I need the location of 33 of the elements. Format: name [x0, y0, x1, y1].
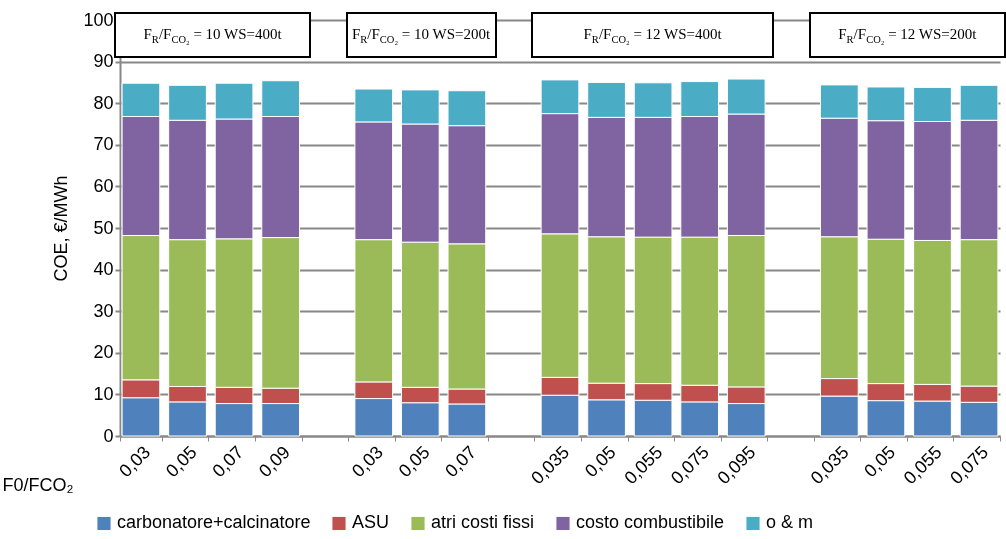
annotation: F$_{R}$/F$_{CO₂}$ = 10 WS=400t	[143, 25, 282, 45]
text-box: F$_{R}$/F$_{CO₂}$ = 12 WS=400t	[530, 12, 775, 58]
x-tick-label: 0,05	[580, 442, 620, 482]
legend-label: costo combustibile	[576, 512, 725, 533]
legend-label: o & m	[766, 512, 814, 533]
y-tick-label: 70	[93, 134, 114, 155]
y-tick-label: 80	[93, 92, 114, 113]
text-box: F$_{R}$/F$_{CO₂}$ = 10 WS=400t	[114, 12, 312, 58]
text-box: F$_{R}$/F$_{CO₂}$ = 10 WS=200t	[345, 12, 497, 58]
text-box: F$_{R}$/F$_{CO₂}$ = 12 WS=200t	[808, 12, 1006, 58]
annotation: F$_{R}$/F$_{CO₂}$ = 12 WS=400t	[583, 25, 722, 45]
y-tick-label: 0	[103, 425, 114, 446]
y-tick-label: 30	[93, 300, 114, 321]
annotation: F$_{R}$/F$_{CO₂}$ = 12 WS=200t	[838, 25, 977, 45]
y-axis-title: COE, €/MWh	[51, 175, 72, 282]
x-tick-label: 0,03	[115, 442, 155, 482]
y-tick-label: 50	[93, 217, 114, 238]
x-tick-label: 0,03	[348, 442, 387, 482]
legend-label: atri costi fissi	[431, 512, 535, 533]
x-axis-title: F0/FCO₂	[2, 474, 74, 495]
x-tick-label: 0,05	[860, 442, 900, 482]
y-tick-label: 40	[93, 259, 114, 280]
legend-label: ASU	[352, 512, 390, 533]
y-tick-label: 90	[93, 51, 114, 72]
x-tick-label: 0,05	[394, 442, 434, 482]
y-tick-label: 10	[93, 383, 114, 404]
y-tick-label: 20	[93, 342, 114, 363]
x-tick-label: 0,05	[161, 442, 201, 482]
x-tick-label: 0,09	[254, 442, 294, 482]
legend-label: carbonatore+calcinatore	[117, 512, 311, 533]
annotation: F$_{R}$/F$_{CO₂}$ = 10 WS=200t	[351, 25, 491, 45]
y-tick-label: 100	[83, 9, 114, 30]
y-tick-label: 60	[93, 175, 114, 196]
